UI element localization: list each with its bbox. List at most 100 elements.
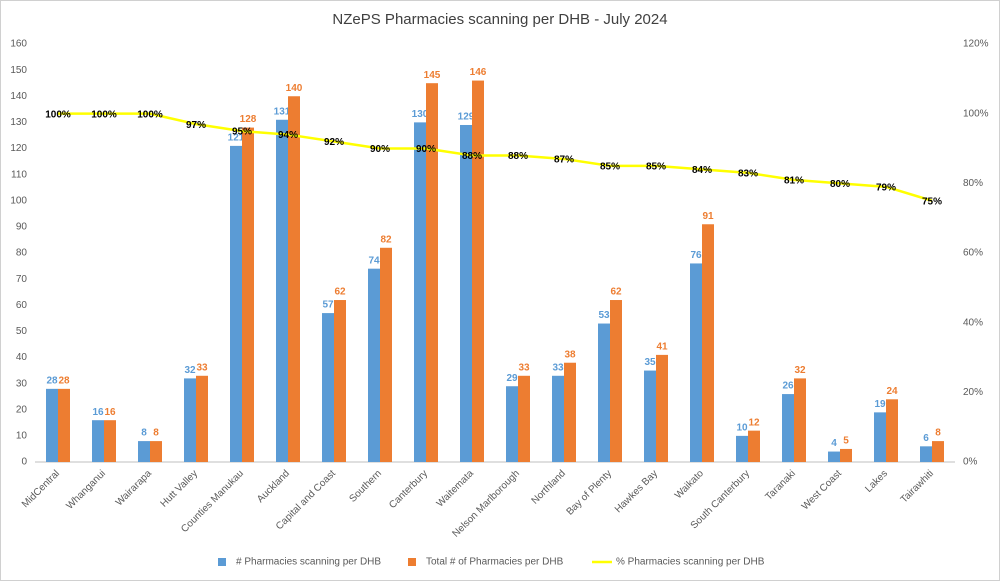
data-label: 79% [876, 182, 896, 193]
bar [518, 375, 530, 462]
data-label: 32 [184, 365, 196, 376]
data-label: 145 [424, 70, 441, 81]
data-label: 35 [644, 357, 656, 368]
bar [610, 300, 622, 462]
data-label: 19 [874, 399, 886, 410]
bar [644, 370, 656, 462]
bar [460, 124, 472, 463]
y-tick-label: 140 [10, 91, 27, 102]
data-label: 91 [702, 211, 714, 222]
data-label: 33 [518, 362, 530, 373]
bar [564, 362, 576, 462]
bar [230, 145, 242, 462]
y2-tick-label: 20% [963, 387, 983, 398]
data-label: 4 [831, 438, 837, 449]
bar [104, 420, 116, 462]
bar [368, 268, 380, 462]
bar [380, 247, 392, 462]
data-label: 38 [564, 349, 576, 360]
y2-tick-label: 80% [963, 178, 983, 189]
y2-tick-label: 40% [963, 317, 983, 328]
y-tick-label: 100 [10, 195, 27, 206]
bar [702, 224, 714, 462]
data-label: 90% [370, 144, 390, 155]
bar [782, 394, 794, 462]
data-label: 16 [104, 407, 116, 418]
y-tick-label: 10 [16, 431, 28, 442]
data-label: 94% [278, 130, 298, 141]
data-label: 32 [794, 365, 806, 376]
data-label: 12 [748, 417, 760, 428]
data-label: 100% [91, 109, 117, 120]
data-label: 8 [153, 428, 159, 439]
y2-tick-label: 100% [963, 108, 989, 119]
bar [58, 388, 70, 462]
y-tick-label: 110 [11, 169, 27, 180]
bar [414, 122, 426, 462]
bar [276, 119, 288, 462]
bar [736, 435, 748, 462]
legend-label: # Pharmacies scanning per DHB [236, 557, 381, 568]
data-label: 80% [830, 179, 850, 190]
data-label: 95% [232, 127, 252, 138]
y2-tick-label: 0% [963, 457, 978, 468]
data-label: 28 [46, 375, 58, 386]
data-label: 5 [843, 436, 849, 447]
data-label: 88% [508, 151, 528, 162]
bar [690, 263, 702, 462]
bar [334, 300, 346, 462]
bar [794, 378, 806, 462]
y-tick-label: 40 [16, 352, 28, 363]
y-tick-label: 0 [21, 457, 27, 468]
data-label: 131 [274, 106, 291, 117]
bar [748, 430, 760, 462]
bar [288, 96, 300, 462]
bar [92, 420, 104, 462]
y-tick-label: 70 [16, 274, 28, 285]
y-tick-label: 90 [16, 222, 28, 233]
y2-tick-label: 120% [963, 39, 989, 50]
y-tick-label: 130 [10, 117, 27, 128]
bar [932, 441, 944, 462]
line [58, 112, 933, 202]
bar [150, 441, 162, 462]
chart-title: NZePS Pharmacies scanning per DHB - July… [332, 11, 667, 28]
data-label: 87% [554, 155, 574, 166]
data-label: 92% [324, 137, 344, 148]
y-tick-label: 80 [16, 248, 28, 259]
data-label: 33 [552, 362, 564, 373]
data-label: 82 [380, 234, 392, 245]
bar [184, 378, 196, 462]
data-label: 24 [886, 386, 898, 397]
legend-swatch [408, 558, 416, 566]
y-tick-label: 20 [16, 404, 28, 415]
data-label: 81% [784, 175, 804, 186]
bar [242, 127, 254, 462]
legend-label: % Pharmacies scanning per DHB [616, 557, 765, 568]
bar [138, 441, 150, 462]
data-label: 62 [610, 287, 622, 298]
data-label: 84% [692, 165, 712, 176]
data-label: 146 [470, 67, 487, 78]
data-label: 6 [923, 433, 929, 444]
data-label: 128 [240, 114, 257, 125]
data-label: 83% [738, 169, 758, 180]
data-label: 8 [141, 428, 147, 439]
bar [472, 80, 484, 462]
bar [920, 446, 932, 462]
bar [426, 83, 438, 462]
data-label: 100% [137, 109, 163, 120]
bar [506, 386, 518, 462]
data-label: 75% [922, 196, 942, 207]
bar [828, 451, 840, 462]
bar [196, 375, 208, 462]
data-label: 130 [412, 109, 429, 120]
data-label: 97% [186, 120, 206, 131]
y-tick-label: 150 [10, 65, 27, 76]
data-label: 100% [45, 109, 71, 120]
bar [598, 323, 610, 462]
data-label: 90% [416, 144, 436, 155]
data-label: 53 [598, 310, 610, 321]
